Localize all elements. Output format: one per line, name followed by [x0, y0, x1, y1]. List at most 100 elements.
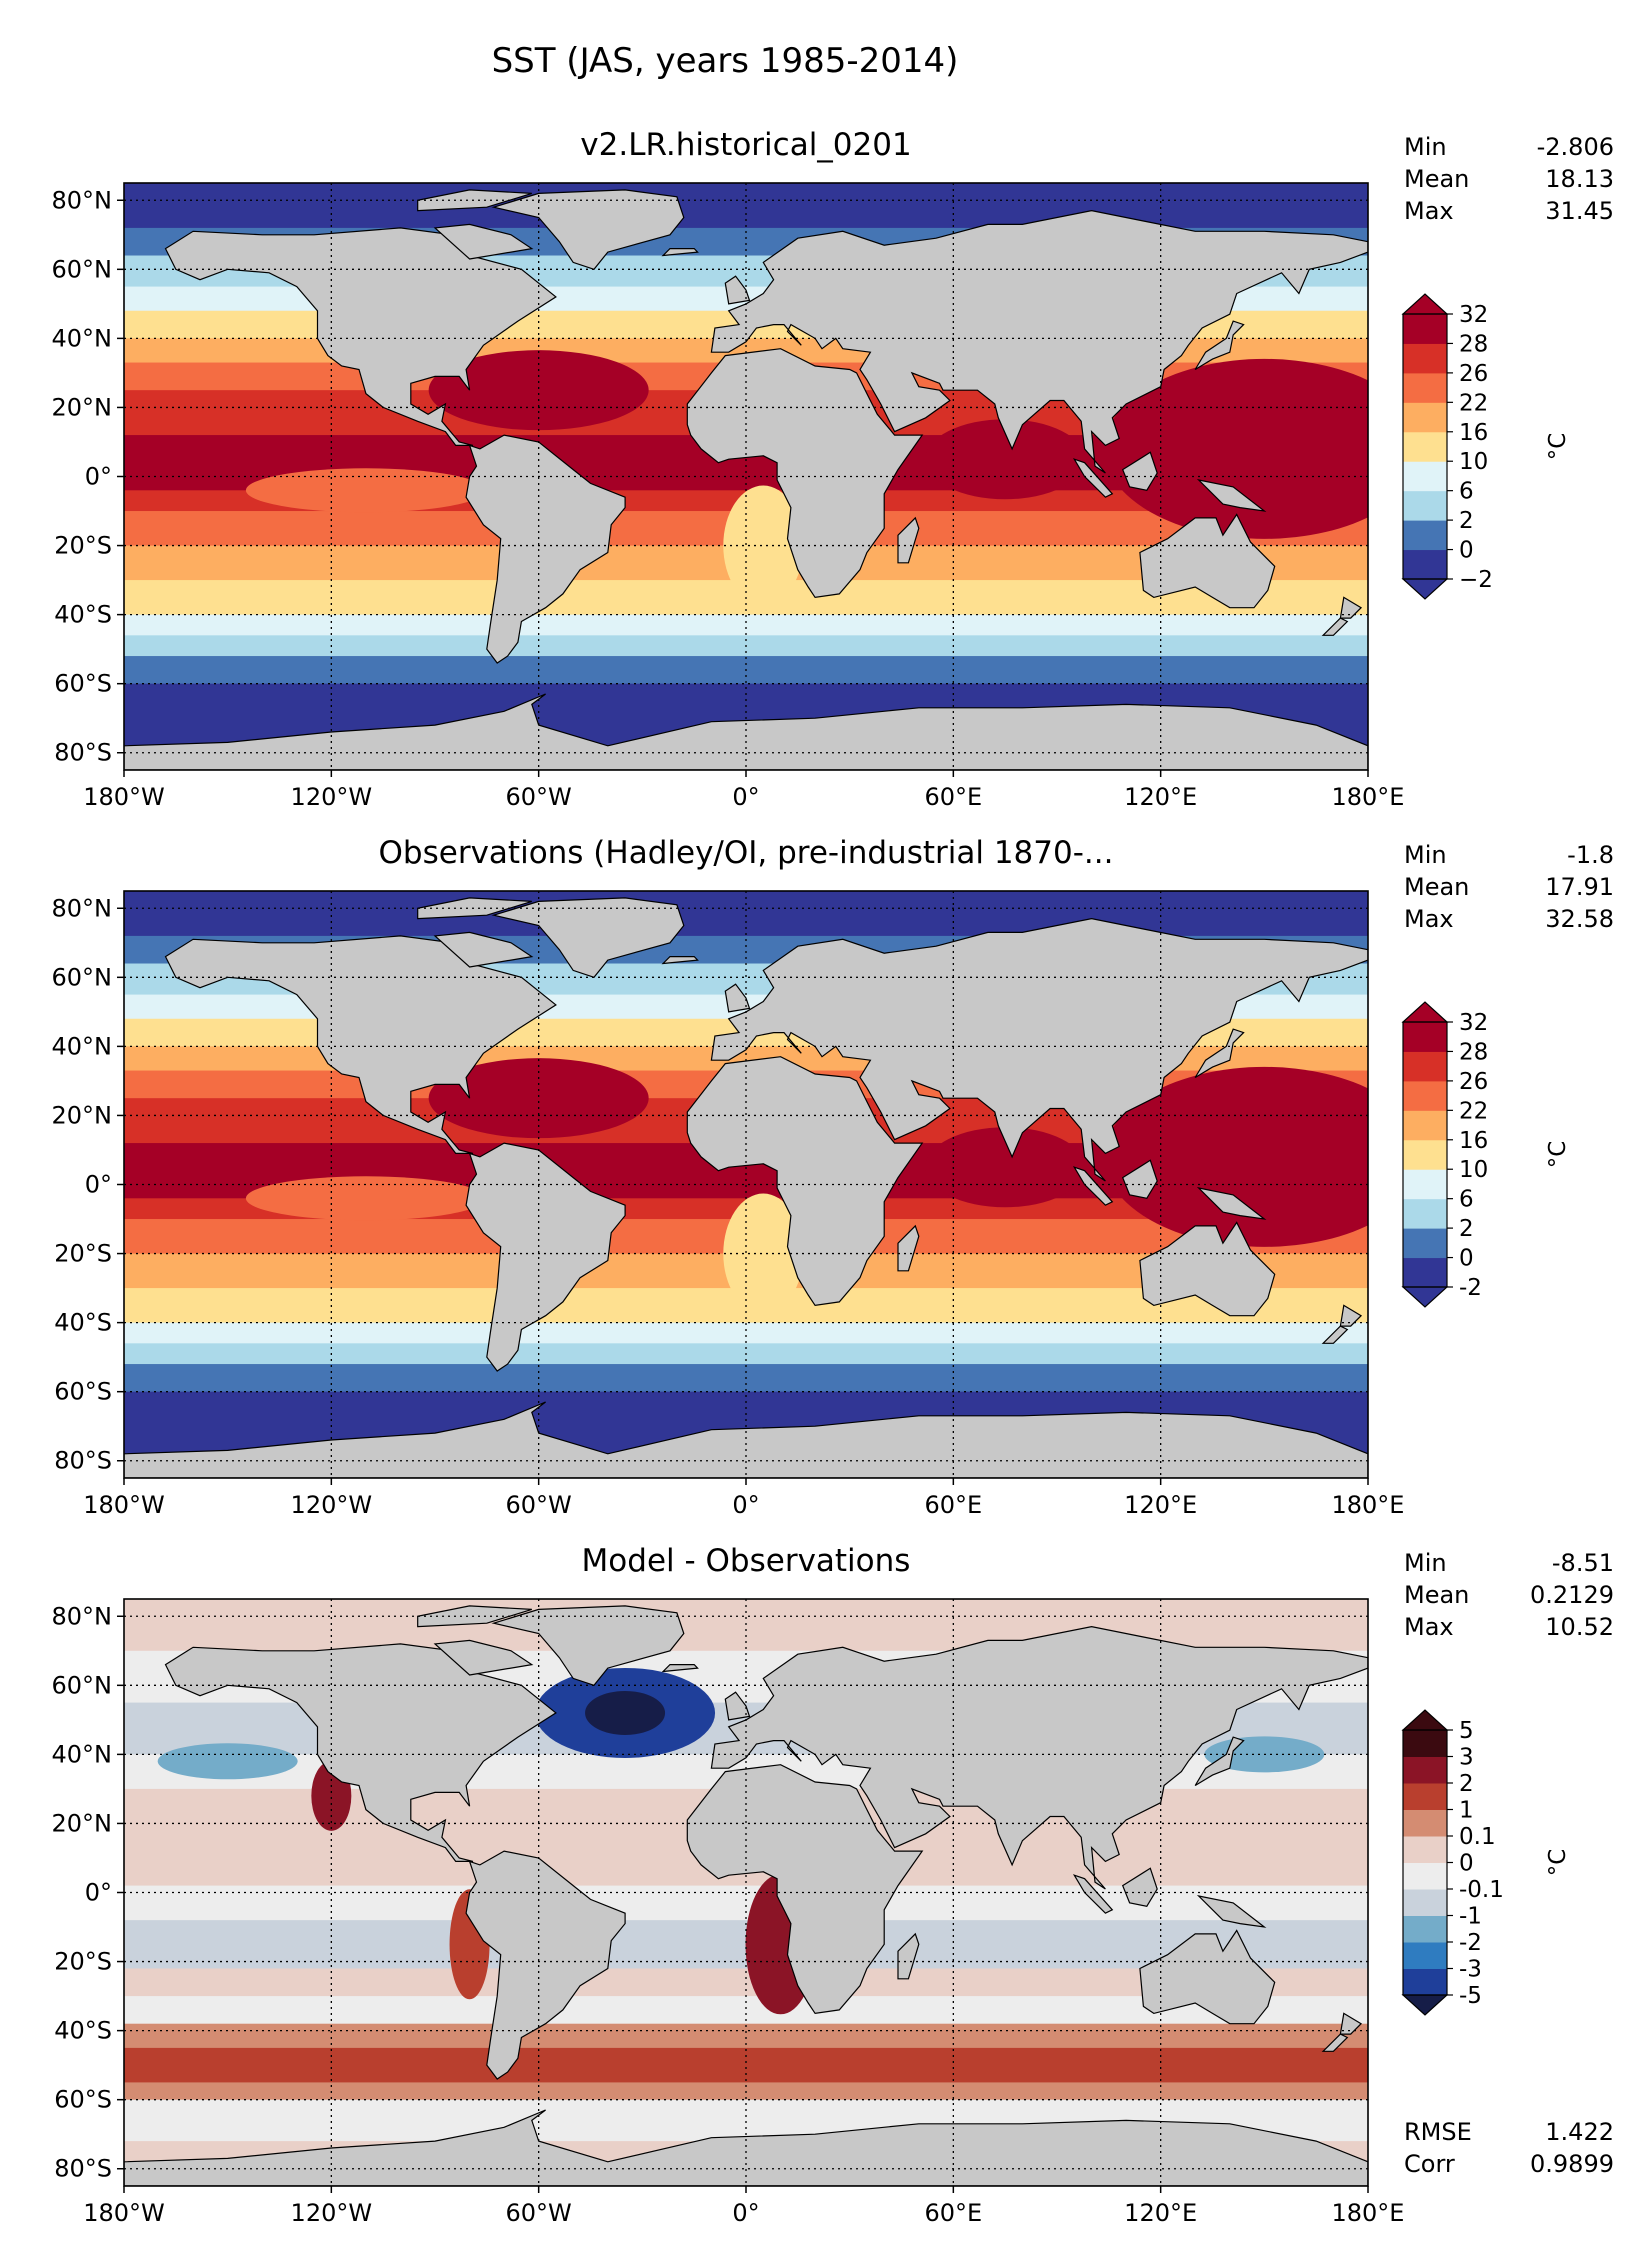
colorbar-segment	[1403, 1889, 1447, 1916]
land-sumatra	[1072, 458, 1114, 498]
panel-title: Model - Observations	[582, 1543, 911, 1579]
land-new-zealand	[1339, 1304, 1363, 1327]
colorbar-tick-label: 22	[1459, 1098, 1488, 1124]
colorbar-tick-label: 0	[1459, 1851, 1474, 1877]
land-japan	[1194, 1736, 1245, 1787]
land-japan	[1194, 1028, 1245, 1079]
colorbar-tick-label: 26	[1459, 1069, 1488, 1095]
land-iceland	[661, 248, 699, 257]
x-tick-label: 180°E	[1332, 783, 1405, 811]
north-pacific-cool-bias	[157, 1743, 298, 1780]
land-iceland	[661, 955, 699, 965]
colorbar-unit: °C	[1545, 433, 1571, 461]
panel-2: Observations (Hadley/OI, pre-industrial …	[52, 835, 1615, 1519]
colorbar-segment	[1403, 1022, 1447, 1052]
y-tick-label: 40°N	[52, 1032, 113, 1060]
north-atlantic-core	[585, 1690, 666, 1735]
stat-label: Max	[1404, 1613, 1454, 1641]
stat-value: 10.52	[1545, 1613, 1614, 1641]
stat-value: -2.806	[1537, 133, 1614, 161]
contour-band	[124, 614, 1368, 636]
y-tick-label: 60°N	[52, 963, 113, 991]
x-tick-label: 60°W	[506, 1491, 572, 1519]
land-eurasia	[710, 1625, 1368, 1890]
colorbar-segment	[1403, 343, 1447, 374]
colorbar-segment	[1403, 1139, 1447, 1170]
land-antarctica	[124, 2109, 1368, 2186]
x-tick-label: 180°E	[1332, 2199, 1405, 2227]
land-ellesmere	[417, 1605, 532, 1628]
stat-label: Mean	[1404, 1581, 1469, 1609]
land-madagascar	[897, 516, 920, 564]
x-tick-label: 120°E	[1124, 783, 1197, 811]
colorbar-tick-label: -2	[1459, 1275, 1482, 1301]
x-tick-label: 120°W	[291, 783, 373, 811]
panel-title: v2.LR.historical_0201	[580, 127, 911, 163]
x-tick-label: 180°W	[83, 1491, 165, 1519]
colorbar-extend-min	[1401, 1286, 1449, 1308]
colorbar-tick-label: 22	[1459, 390, 1488, 416]
colorbar-segment	[1403, 402, 1447, 433]
y-tick-label: 20°S	[54, 532, 112, 560]
x-tick-label: 60°E	[924, 783, 982, 811]
land-borneo	[1121, 1867, 1158, 1907]
colorbar-tick-label: 2	[1459, 1216, 1474, 1242]
y-tick-label: 0°	[85, 1879, 112, 1907]
cold-tongue	[245, 468, 486, 513]
x-tick-label: 120°W	[291, 2199, 373, 2227]
stat-value: 31.45	[1545, 197, 1614, 225]
y-tick-label: 60°S	[54, 2086, 112, 2114]
stat-label: Mean	[1404, 873, 1469, 901]
colorbar-tick-label: 6	[1459, 479, 1474, 505]
y-tick-label: 80°N	[52, 186, 113, 214]
colorbar-tick-label: 26	[1459, 361, 1488, 387]
colorbar-unit: °C	[1545, 1141, 1571, 1169]
colorbar-tick-label: −2	[1459, 567, 1493, 593]
y-tick-label: 40°N	[52, 324, 113, 352]
colorbar-segment	[1403, 1756, 1447, 1784]
x-tick-label: 60°W	[506, 783, 572, 811]
colorbar-extend-max	[1401, 293, 1449, 315]
land-sumatra	[1072, 1874, 1114, 1914]
colorbar-segment	[1403, 1968, 1447, 1996]
y-tick-label: 80°S	[54, 1447, 112, 1475]
land-greenland	[491, 189, 685, 271]
land-greenland	[491, 1605, 685, 1687]
land-new-zealand	[1339, 2012, 1363, 2035]
indian-warm	[925, 1127, 1086, 1208]
stat-value: 17.91	[1545, 873, 1614, 901]
land-new-zealand-south	[1321, 1325, 1349, 1344]
y-tick-label: 0°	[85, 463, 112, 491]
colorbar-tick-label: 28	[1459, 331, 1488, 357]
colorbar-frame	[1402, 1021, 1448, 1288]
colorbar-segment	[1403, 1862, 1447, 1890]
colorbar-extend-max	[1401, 1001, 1449, 1023]
benguela-cold	[723, 1193, 804, 1314]
colorbar-tick-label: 2	[1459, 1771, 1474, 1797]
y-tick-label: 40°S	[54, 2017, 112, 2045]
land-africa	[686, 1056, 924, 1307]
land-great-britain	[724, 983, 751, 1013]
y-tick-label: 40°N	[52, 1740, 113, 1768]
colorbar-tick-label: 2	[1459, 508, 1474, 534]
colorbar-tick-label: 10	[1459, 1157, 1488, 1183]
colorbar-segment	[1403, 1836, 1447, 1863]
x-tick-label: 120°W	[291, 1491, 373, 1519]
land-australia	[1139, 513, 1276, 609]
land-japan	[1194, 320, 1245, 371]
land-new-guinea	[1196, 1187, 1267, 1220]
colorbar-segment	[1403, 1809, 1447, 1837]
land-madagascar	[897, 1224, 920, 1272]
land-iceland	[661, 1663, 699, 1673]
y-tick-label: 60°S	[54, 670, 112, 698]
land-ellesmere	[417, 189, 532, 212]
stat-label: Max	[1404, 905, 1454, 933]
stat-label: RMSE	[1404, 2118, 1472, 2146]
land-madagascar	[897, 1932, 920, 1980]
colorbar-segment	[1403, 1730, 1447, 1757]
stat-label: Mean	[1404, 165, 1469, 193]
colorbar-extend-min	[1401, 578, 1449, 600]
land-baffin	[433, 1639, 534, 1676]
stat-value: 0.2129	[1530, 1581, 1614, 1609]
